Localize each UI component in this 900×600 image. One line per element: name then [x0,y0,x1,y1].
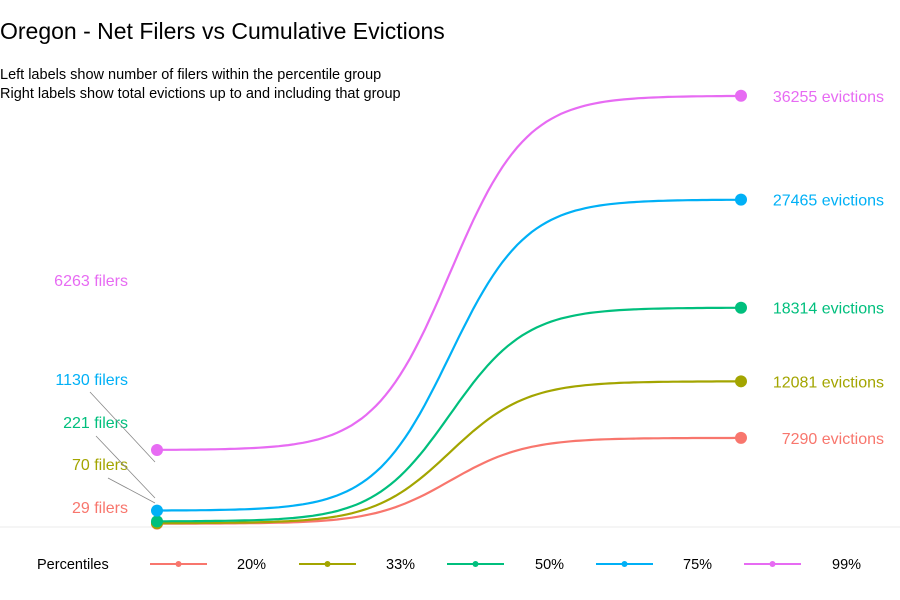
left-label-pct-99: 6263 filers [54,273,128,290]
left-label-pct-20: 29 filers [72,500,128,517]
right-label-pct-33: 12081 evictions [773,374,884,391]
end-point-pct-50 [735,301,747,314]
legend-label-pct-33: 33% [386,557,415,573]
series-line-pct-50 [157,306,741,523]
legend-label-pct-50: 50% [535,557,564,573]
series-line-pct-20 [157,436,741,525]
series-line-pct-99 [156,94,741,451]
end-point-pct-33 [735,375,747,388]
series-line-pct-75 [157,198,741,512]
right-label-pct-75: 27465 evictions [773,193,884,210]
legend-label-pct-20: 20% [237,557,266,573]
leader-line-pct-75 [89,391,156,463]
legend-key-dot-pct-99 [769,561,776,567]
leader-line-pct-50 [95,435,156,499]
chart-title: Oregon - Net Filers vs Cumulative Evicti… [0,18,445,44]
start-point-pct-75 [151,504,163,517]
legend-key-dot-pct-33 [324,561,331,567]
left-label-pct-75: 1130 filers [55,372,128,389]
legend-title: Percentiles [37,557,109,573]
end-point-pct-75 [735,193,747,206]
chart-subtitle-line-1: Left labels show number of filers within… [0,67,382,83]
left-label-pct-50: 221 filers [63,415,128,432]
end-point-pct-99 [735,89,747,102]
start-point-pct-99 [151,444,163,457]
right-label-pct-20: 7290 evictions [782,431,884,448]
end-point-pct-20 [735,431,747,444]
left-label-pct-33: 70 filers [72,457,128,474]
start-point-pct-50 [151,515,163,528]
chart-subtitle-line-2: Right labels show total evictions up to … [0,86,401,102]
series-line-pct-33 [157,380,741,525]
legend-key-dot-pct-75 [621,561,628,567]
legend-key-dot-pct-50 [472,561,479,567]
right-label-pct-99: 36255 evictions [773,89,884,106]
legend-label-pct-75: 75% [683,557,712,573]
legend-label-pct-99: 99% [832,557,861,573]
right-label-pct-50: 18314 evictions [773,301,884,318]
leader-line-pct-33 [107,477,156,504]
legend-key-dot-pct-20 [175,561,182,567]
